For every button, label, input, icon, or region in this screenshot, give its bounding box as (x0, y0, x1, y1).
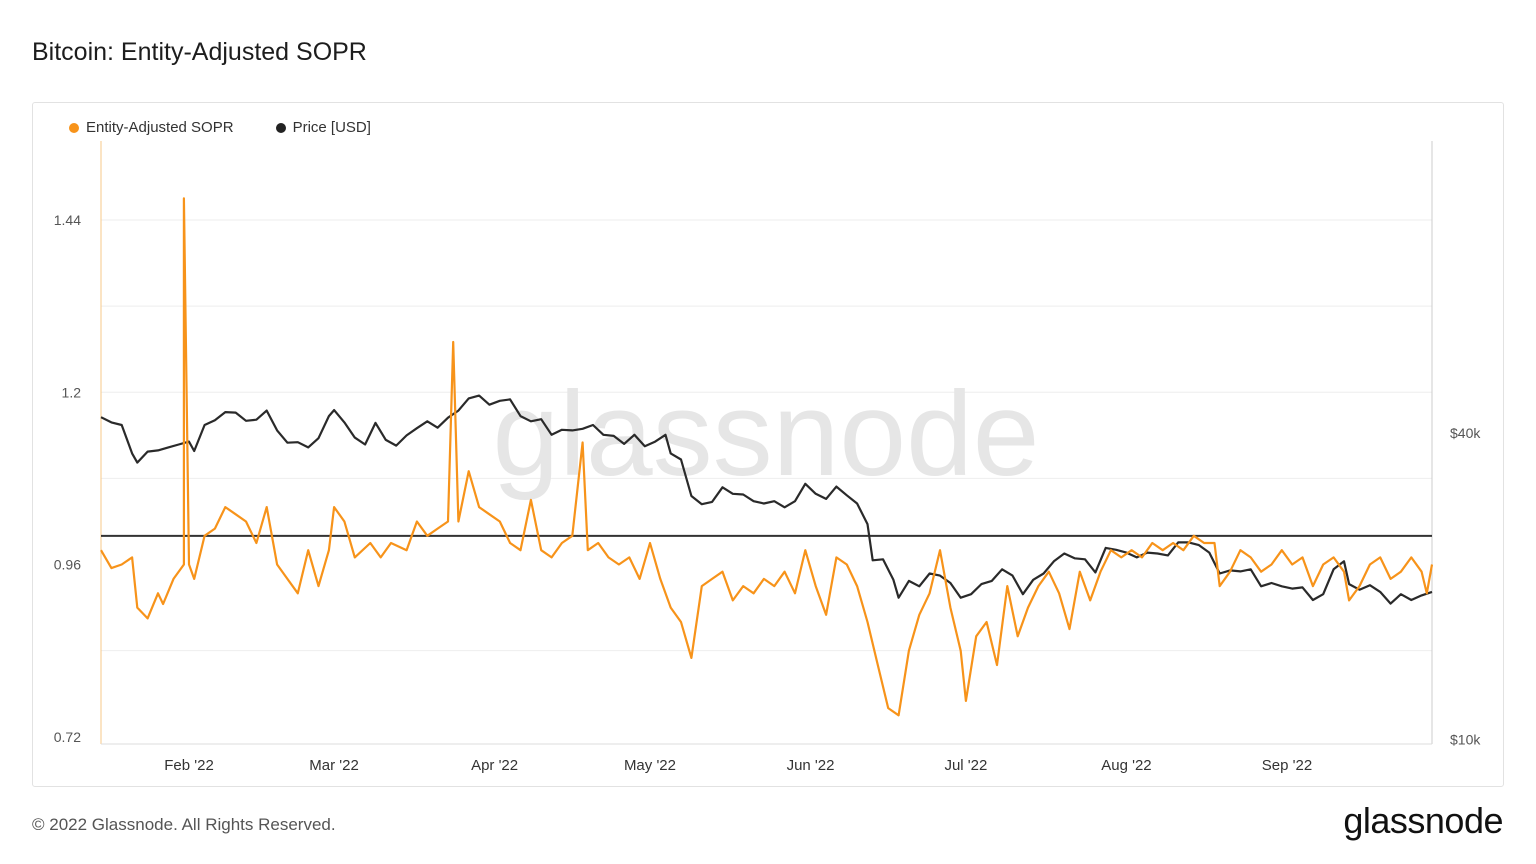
x-axis-ticks: Feb '22 Mar '22 Apr '22 May '22 Jun '22 Jul '… (164, 757, 1312, 774)
left-axis-ticks: 1.44 1.2 0.96 0.72 (54, 212, 81, 745)
legend-dot-price-icon (275, 122, 286, 133)
legend-label-price: Price [USD] (292, 119, 371, 136)
x-tick-label: May '22 (624, 757, 676, 774)
legend-dot-sopr-icon (69, 122, 79, 133)
right-axis-ticks: $40k $10k (1450, 425, 1481, 747)
axes (100, 141, 1433, 745)
series-line-price (100, 394, 1433, 605)
legend-item-sopr[interactable]: Entity-Adjusted SOPR (69, 119, 234, 136)
chart-panel: Entity-Adjusted SOPR Price [USD] (32, 102, 1504, 787)
series-line-sopr (100, 197, 1434, 717)
grid-lines (101, 219, 1432, 652)
left-tick-label: 0.72 (54, 729, 81, 745)
x-tick-label: Jun '22 (787, 757, 835, 774)
left-tick-label: 1.44 (54, 212, 81, 228)
x-tick-label: Apr '22 (471, 757, 518, 774)
watermark: glassnode (492, 367, 1039, 501)
chart-title: Bitcoin: Entity-Adjusted SOPR (32, 38, 367, 66)
x-tick-label: Sep '22 (1262, 757, 1312, 774)
left-tick-label: 0.96 (54, 557, 81, 573)
x-tick-label: Feb '22 (164, 757, 214, 774)
right-tick-label: $40k (1450, 425, 1481, 441)
legend-label-sopr: Entity-Adjusted SOPR (86, 119, 234, 136)
right-tick-label: $10k (1450, 732, 1481, 748)
copyright: © 2022 Glassnode. All Rights Reserved. (32, 815, 336, 834)
x-tick-label: Aug '22 (1101, 757, 1151, 774)
brand-logo[interactable]: glassnode (1343, 800, 1503, 841)
x-tick-label: Mar '22 (309, 757, 359, 774)
legend: Entity-Adjusted SOPR Price [USD] (69, 119, 371, 136)
legend-item-price[interactable]: Price [USD] (275, 119, 371, 136)
left-tick-label: 1.2 (62, 384, 82, 400)
x-tick-label: Jul '22 (944, 757, 987, 774)
